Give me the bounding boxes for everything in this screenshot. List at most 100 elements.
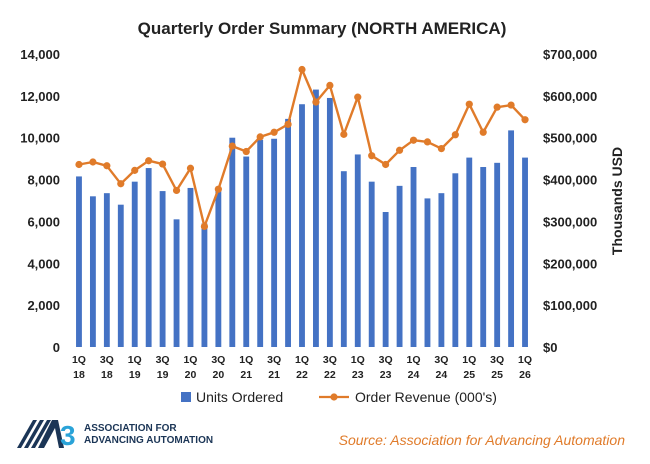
x-tick-year: 24 [408, 369, 420, 381]
bar [229, 137, 236, 347]
bar [480, 167, 487, 347]
order-revenue-line [75, 65, 529, 231]
revenue-point [507, 101, 515, 109]
x-tick-quarter: 1Q [351, 354, 365, 366]
revenue-point [200, 222, 209, 231]
right-axis-title: Thousands USD [609, 147, 625, 255]
bar [117, 204, 124, 347]
bar [299, 104, 305, 347]
revenue-point [340, 130, 348, 138]
bar [396, 185, 403, 347]
left-tick-label: 12,000 [20, 89, 60, 104]
bar [76, 176, 82, 347]
revenue-point [186, 164, 195, 172]
right-tick-label: $500,000 [543, 131, 597, 146]
right-tick-label: $300,000 [543, 214, 597, 229]
svg-text:3: 3 [60, 420, 76, 451]
x-tick-year: 23 [380, 369, 392, 381]
bar [326, 97, 333, 347]
bar [508, 130, 515, 347]
revenue-point [145, 157, 153, 165]
bar [187, 187, 194, 347]
left-tick-label: 6,000 [27, 214, 60, 229]
right-tick-label: $0 [543, 340, 557, 355]
legend-units-ordered: Units Ordered [196, 389, 283, 405]
left-tick-label: 0 [53, 340, 60, 355]
right-tick-label: $700,000 [543, 47, 597, 62]
bar [159, 191, 166, 347]
revenue-point [103, 162, 111, 170]
bar [438, 193, 445, 347]
x-tick-year: 21 [268, 369, 280, 381]
revenue-point [159, 160, 167, 168]
left-tick-label: 2,000 [27, 298, 60, 313]
bar [466, 157, 473, 347]
revenue-point [465, 100, 473, 108]
revenue-point [298, 65, 306, 74]
bar [424, 198, 431, 347]
x-tick-year: 20 [213, 369, 225, 381]
revenue-point [270, 128, 278, 136]
x-tick-year: 25 [463, 369, 475, 381]
revenue-point [382, 160, 390, 169]
bar [368, 181, 375, 347]
x-tick-quarter: 1Q [462, 354, 476, 366]
revenue-point [75, 160, 83, 169]
x-tick-quarter: 3Q [211, 354, 225, 366]
revenue-point [172, 186, 181, 195]
x-tick-year: 25 [491, 369, 503, 381]
bar [452, 173, 459, 347]
a3-logo: 3 ASSOCIATION FOR ADVANCING AUTOMATION [17, 420, 213, 451]
left-axis-ticks: 0 2,000 4,000 6,000 8,000 10,000 12,000 14,000 [20, 47, 60, 355]
bar [313, 89, 319, 347]
x-tick-year: 23 [352, 369, 364, 381]
chart-title: Quarterly Order Summary (NORTH AMERICA) [138, 19, 507, 38]
bar [340, 171, 347, 347]
legend: Units Ordered Order Revenue (000's) [181, 389, 497, 405]
left-tick-label: 4,000 [27, 256, 60, 271]
revenue-point [214, 185, 222, 193]
bar [215, 190, 222, 347]
legend-order-revenue: Order Revenue (000's) [355, 389, 497, 405]
bar [354, 154, 361, 347]
bar [243, 156, 250, 347]
x-tick-quarter: 1Q [72, 354, 86, 366]
x-tick-quarter: 3Q [156, 354, 170, 366]
x-tick-quarter: 1Q [128, 354, 142, 366]
revenue-point [479, 128, 487, 136]
bar [382, 212, 389, 347]
bar [201, 223, 208, 347]
revenue-point [395, 146, 404, 154]
x-tick-quarter: 3Q [100, 354, 114, 366]
source-note: Source: Association for Advancing Automa… [339, 432, 626, 448]
x-tick-year: 21 [240, 369, 252, 381]
logo-line-2: ADVANCING AUTOMATION [84, 435, 213, 446]
x-tick-year: 20 [185, 369, 197, 381]
legend-bar-swatch [181, 392, 191, 402]
x-tick-quarter: 1Q [183, 354, 197, 366]
revenue-point [131, 166, 139, 174]
revenue-point [326, 81, 334, 89]
revenue-point [368, 152, 376, 160]
x-tick-quarter: 1Q [295, 354, 309, 366]
revenue-point [521, 116, 529, 124]
revenue-point [89, 158, 97, 166]
x-tick-quarter: 3Q [434, 354, 448, 366]
x-tick-year: 19 [129, 369, 141, 381]
revenue-point [423, 138, 432, 146]
x-tick-quarter: 3Q [490, 354, 504, 366]
x-tick-quarter: 3Q [379, 354, 393, 366]
bar [103, 193, 110, 347]
x-tick-quarter: 3Q [267, 354, 281, 366]
revenue-point [228, 142, 236, 150]
bar [271, 138, 278, 347]
x-tick-year: 26 [519, 369, 531, 381]
x-tick-year: 18 [73, 369, 85, 381]
x-tick-year: 22 [324, 369, 336, 381]
x-tick-year: 19 [157, 369, 169, 381]
revenue-point [493, 103, 501, 111]
x-tick-year: 24 [436, 369, 448, 381]
a3-logo-mark: 3 [17, 420, 76, 451]
bar [257, 139, 264, 347]
